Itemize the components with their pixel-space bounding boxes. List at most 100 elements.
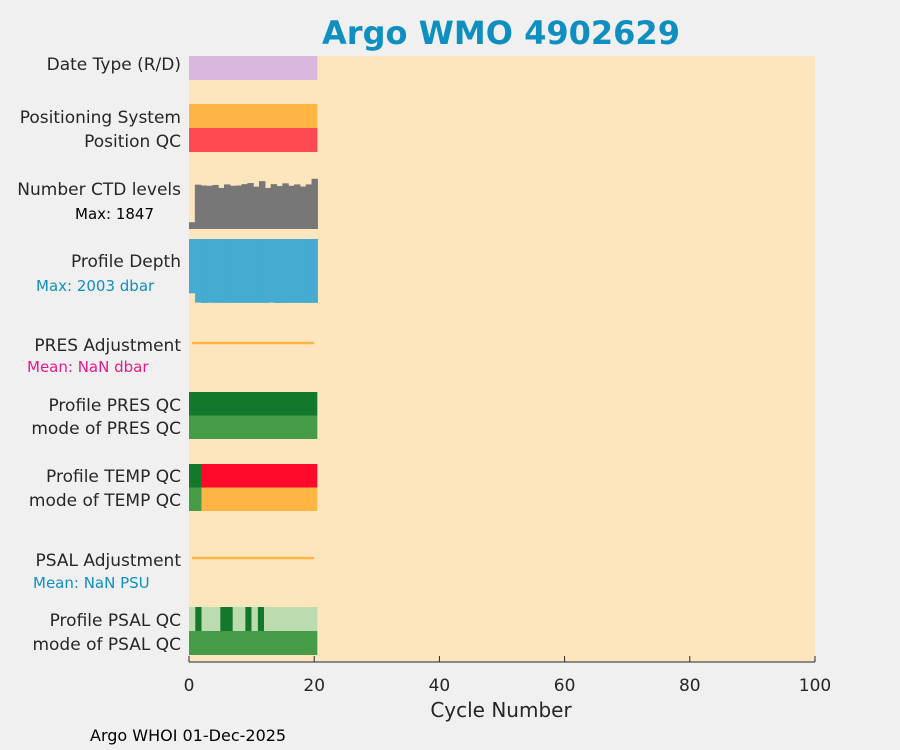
- profile-depth-bar: [207, 239, 215, 303]
- pres-qc-label: mode of PRES QC: [31, 419, 181, 439]
- ctd-level-bar: [194, 184, 202, 229]
- profile-depth-bar: [286, 239, 294, 303]
- psal-qc-top-segment: [251, 607, 258, 631]
- psal-adjustment-label: PSAL Adjustment: [36, 551, 182, 571]
- ctd-level-bar: [218, 187, 225, 229]
- ctd-level-bar: [276, 186, 283, 229]
- ctd-level-bar: [270, 184, 278, 229]
- psal-qc-top-segment: [189, 607, 196, 631]
- pres-qc-bottom-segment: [189, 415, 318, 439]
- x-axis-label: Cycle Number: [430, 698, 572, 722]
- profile-depth-bar: [250, 239, 257, 303]
- row-ctd-levels: [189, 178, 318, 229]
- chart-title: Argo WMO 4902629: [322, 14, 680, 52]
- ctd-level-bar: [311, 178, 318, 229]
- row-labels: Date Type (R/D) Positioning System Positio…: [17, 55, 181, 655]
- ctd-level-bar: [258, 181, 266, 229]
- ctd-level-bar: [235, 185, 243, 229]
- profile-depth-bar: [213, 239, 221, 303]
- x-tick-label: 80: [679, 676, 701, 696]
- pres-adjustment-annotation: Mean: NaN dbar: [27, 358, 149, 376]
- ctd-level-bar: [212, 184, 219, 229]
- psal-qc-top-segment: [220, 607, 233, 631]
- ctd-level-bar: [247, 183, 254, 229]
- ctd-levels-annotation: Max: 1847: [75, 205, 154, 223]
- psal-qc-bottom-segment: [189, 631, 318, 655]
- x-tick-label: 60: [554, 676, 576, 696]
- psal-qc-top-segment: [257, 607, 265, 631]
- chart-marks: [189, 56, 318, 655]
- profile-depth-bar: [256, 239, 263, 303]
- positioning-label: Position QC: [84, 132, 181, 152]
- x-tick-label: 100: [799, 676, 831, 696]
- pres-qc-label: Profile PRES QC: [48, 396, 181, 416]
- profile-depth-bar: [219, 239, 227, 303]
- ctd-level-bar: [189, 222, 196, 229]
- profile-depth-bar: [201, 239, 208, 303]
- row-pres-qc: [189, 392, 318, 439]
- row-profile-depth: [189, 239, 318, 303]
- positioning-label: Positioning System: [20, 108, 181, 128]
- ctd-level-bar: [200, 185, 208, 229]
- positioning-bottom-segment: [189, 128, 318, 152]
- x-tick-label: 20: [303, 676, 325, 696]
- ctd-level-bar: [264, 187, 272, 229]
- ctd-level-bar: [241, 184, 248, 229]
- ctd-level-bar: [288, 185, 295, 229]
- ctd-level-bar: [206, 185, 213, 229]
- x-tick-label: 0: [184, 676, 195, 696]
- temp-qc-bottom-segment: [201, 487, 318, 511]
- profile-depth-bar: [243, 239, 251, 303]
- profile-depth-bar: [237, 239, 245, 303]
- profile-depth-bar: [231, 239, 239, 303]
- ctd-level-bar: [223, 184, 231, 229]
- row-temp-qc: [189, 464, 318, 511]
- profile-depth-bar: [189, 239, 196, 294]
- temp-qc-label: Profile TEMP QC: [46, 467, 181, 487]
- row-psal-qc: [189, 607, 318, 655]
- ctd-level-bar: [293, 184, 301, 229]
- profile-depth-bar: [274, 239, 282, 303]
- row-date-type: [189, 56, 318, 80]
- psal-qc-top-segment: [201, 607, 221, 631]
- profile-depth-bar: [311, 239, 318, 303]
- psal-qc-top-segment: [195, 607, 202, 631]
- pres-qc-top-segment: [189, 392, 318, 416]
- profile-depth-annotation: Max: 2003 dbar: [36, 277, 155, 295]
- date-type-label: Date Type (R/D): [47, 55, 181, 75]
- ctd-level-bar: [282, 183, 289, 229]
- psal-qc-top-segment: [264, 607, 318, 631]
- ctd-level-bar: [253, 186, 260, 229]
- profile-depth-bar: [268, 239, 276, 303]
- profile-depth-bar: [262, 239, 270, 303]
- profile-depth-bar: [225, 239, 233, 303]
- row-positioning: [189, 104, 318, 152]
- profile-depth-bar: [195, 239, 202, 303]
- profile-depth-bar: [298, 239, 306, 303]
- positioning-top-segment: [189, 104, 318, 128]
- psal-qc-top-segment: [245, 607, 252, 631]
- date-type-bar: [189, 56, 318, 80]
- temp-qc-bottom-segment: [189, 487, 202, 511]
- x-axis-ticks: 0 20 40 60 80 100: [184, 656, 831, 696]
- psal-qc-label: Profile PSAL QC: [50, 611, 181, 631]
- temp-qc-top-segment: [189, 464, 202, 488]
- temp-qc-label: mode of TEMP QC: [29, 491, 181, 511]
- ctd-level-bar: [305, 184, 313, 229]
- ctd-levels-label: Number CTD levels: [17, 180, 181, 200]
- plot-area: [189, 56, 815, 662]
- ctd-level-bar: [229, 185, 237, 229]
- psal-adjustment-annotation: Mean: NaN PSU: [33, 574, 150, 592]
- temp-qc-top-segment: [201, 464, 318, 488]
- profile-depth-bar: [280, 239, 288, 303]
- footer-text: Argo WHOI 01-Dec-2025: [90, 726, 286, 745]
- ctd-level-bar: [299, 186, 307, 229]
- psal-qc-label: mode of PSAL QC: [32, 635, 181, 655]
- x-tick-label: 40: [429, 676, 451, 696]
- profile-depth-bar: [292, 239, 300, 303]
- psal-qc-top-segment: [232, 607, 246, 631]
- profile-depth-label: Profile Depth: [71, 252, 181, 272]
- pres-adjustment-label: PRES Adjustment: [34, 336, 181, 356]
- profile-depth-bar: [305, 239, 312, 303]
